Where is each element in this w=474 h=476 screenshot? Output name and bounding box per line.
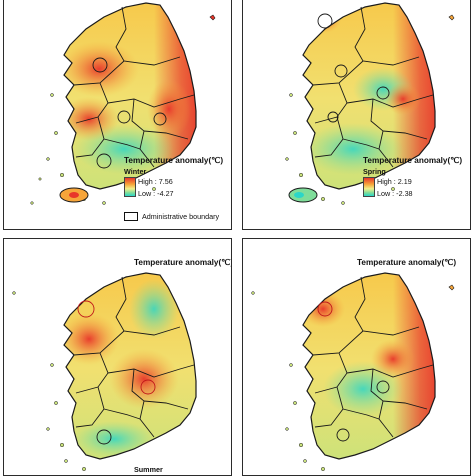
legend-title: Temperature anomaly(℃): [357, 258, 457, 267]
map-panel-summer: Temperature anomaly(℃) Summer: [3, 238, 232, 476]
legend-title: Temperature anomaly(℃): [134, 258, 232, 267]
korea-temperature-map: [285, 2, 455, 205]
legend-low-label: Low : -2.38: [377, 189, 413, 198]
korea-temperature-map: [251, 272, 455, 471]
korea-temperature-map: [30, 2, 216, 205]
map-panel-spring: Temperature anomaly(℃) Spring High : 2.1…: [242, 0, 471, 230]
season-label: Winter: [124, 167, 147, 176]
korea-temperature-map: [12, 272, 197, 471]
color-ramp: [363, 177, 375, 197]
map-panel-fourth: Temperature anomaly(℃): [242, 238, 471, 476]
season-label: Spring: [363, 167, 386, 176]
legend-low-label: Low : -4.27: [138, 189, 174, 198]
legend-high-label: High : 2.19: [377, 177, 412, 186]
legend-title: Temperature anomaly(℃): [363, 156, 463, 165]
legend-high-label: High : 7.56: [138, 177, 173, 186]
map-panel-winter: Temperature anomaly(℃) Winter High : 7.5…: [3, 0, 232, 230]
color-ramp: [124, 177, 136, 197]
legend-title: Temperature anomaly(℃): [124, 156, 224, 165]
legend-boundary-label: Administrative boundary: [142, 212, 220, 221]
season-label: Summer: [134, 465, 163, 474]
boundary-swatch: [124, 212, 138, 221]
